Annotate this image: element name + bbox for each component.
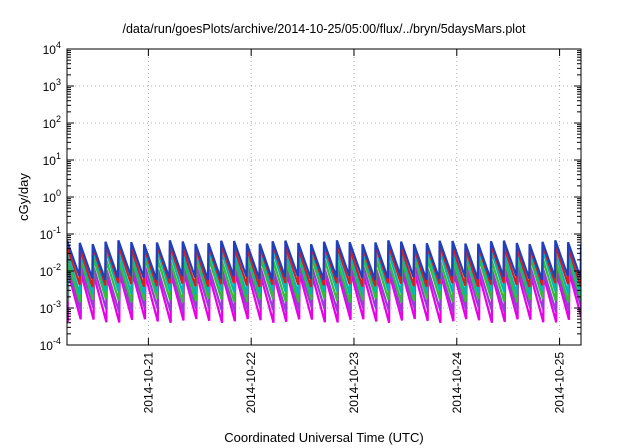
y-tick-label-base: 10 — [40, 265, 54, 279]
x-tick-label: 2014-10-21 — [141, 352, 155, 414]
y-tick-label-base: 10 — [43, 191, 57, 205]
y-tick-label: 101 — [43, 151, 61, 168]
x-tick-label: 2014-10-24 — [450, 352, 464, 414]
y-tick-label: 10-2 — [40, 262, 61, 279]
y-axis-title: cGy/day — [16, 173, 31, 221]
x-axis-title: Coordinated Universal Time (UTC) — [224, 430, 423, 445]
x-tick-label: 2014-10-22 — [244, 352, 258, 414]
y-tick-label-base: 10 — [43, 43, 57, 57]
y-tick-label-base: 10 — [40, 228, 54, 242]
x-tick-label: 2014-10-23 — [347, 352, 361, 414]
y-tick-label-base: 10 — [43, 80, 57, 94]
y-tick-label-exponent: 4 — [56, 40, 61, 50]
y-tick-label: 102 — [43, 114, 61, 131]
y-tick-label-exponent: 3 — [56, 77, 61, 87]
y-tick-label-exponent: -3 — [53, 299, 61, 309]
y-tick-label-base: 10 — [40, 302, 54, 316]
y-tick-label-exponent: -4 — [53, 336, 61, 346]
series-line — [67, 240, 581, 281]
x-axis: 2014-10-21 2014-10-22 2014-10-23 2014-10-24… — [141, 49, 567, 414]
y-tick-label: 10-1 — [40, 225, 61, 242]
series-layer — [67, 240, 581, 324]
y-tick-label-base: 10 — [40, 339, 54, 353]
y-tick-label: 100 — [43, 188, 61, 205]
y-tick-label: 104 — [43, 40, 61, 57]
y-tick-label: 103 — [43, 77, 61, 94]
chart-title: /data/run/goesPlots/archive/2014-10-25/0… — [122, 22, 526, 36]
y-tick-label-exponent: 2 — [56, 114, 61, 124]
y-tick-label-base: 10 — [43, 117, 57, 131]
x-tick-label: 2014-10-25 — [553, 352, 567, 414]
y-tick-label-exponent: 0 — [56, 188, 61, 198]
y-tick-label-base: 10 — [43, 154, 57, 168]
y-tick-label: 10-4 — [40, 336, 61, 353]
y-tick-label-exponent: -2 — [53, 262, 61, 272]
y-tick-label-exponent: 1 — [56, 151, 61, 161]
y-tick-label: 10-3 — [40, 299, 61, 316]
y-tick-label-exponent: -1 — [53, 225, 61, 235]
